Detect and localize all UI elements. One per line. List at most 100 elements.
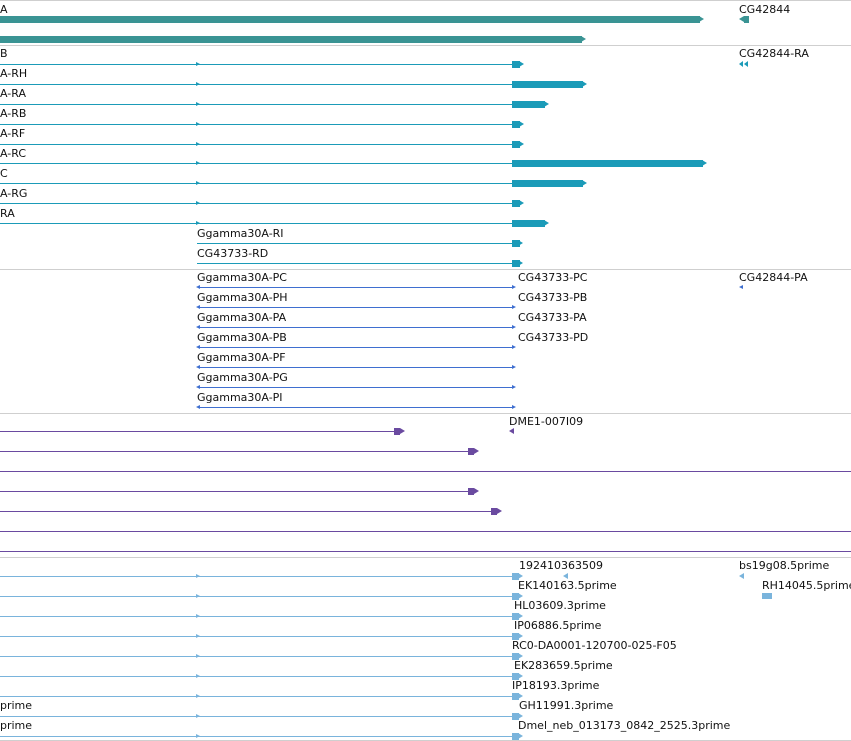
exon-block[interactable] (512, 81, 583, 88)
protein-label[interactable]: CG43733-PD (518, 331, 589, 344)
protein-label[interactable]: CG43733-PC (518, 271, 588, 284)
est-label[interactable]: 192410363509 (519, 559, 603, 572)
exon-block[interactable] (512, 260, 520, 267)
transcript-label[interactable]: C (0, 167, 8, 180)
cds-line[interactable] (198, 407, 512, 408)
exon-block[interactable] (512, 180, 583, 187)
intron-line[interactable] (0, 84, 512, 85)
cds-line[interactable] (198, 287, 512, 288)
exon-block[interactable] (512, 220, 545, 227)
cds-line[interactable] (198, 387, 512, 388)
est-label[interactable]: RH14045.5prime (762, 579, 851, 592)
est-block[interactable] (512, 593, 519, 600)
exon-block[interactable] (512, 240, 520, 247)
exon-block[interactable] (512, 160, 703, 167)
est-label[interactable]: IP06886.5prime (514, 619, 602, 632)
transcript-label[interactable]: Ggamma30A-RI (197, 227, 284, 240)
gene-label[interactable]: CG42844 (739, 3, 791, 16)
intron-line[interactable] (0, 64, 512, 65)
cds-line[interactable] (198, 367, 512, 368)
est-label[interactable]: RC0-DA0001-120700-025-F05 (512, 639, 677, 652)
gene-bar[interactable] (0, 36, 582, 43)
est-block[interactable] (512, 633, 519, 640)
protein-label[interactable]: Ggamma30A-PA (197, 311, 287, 324)
est-label[interactable]: GH11991.3prime (519, 699, 614, 712)
intron-line[interactable] (0, 104, 512, 105)
protein-label[interactable]: Ggamma30A-PH (197, 291, 288, 304)
est-block[interactable] (512, 733, 519, 740)
exon-block[interactable] (512, 61, 520, 68)
exon-block[interactable] (512, 121, 520, 128)
est-label[interactable]: prime (0, 719, 33, 732)
protein-label[interactable]: Ggamma30A-PC (197, 271, 287, 284)
protein-label[interactable]: CG43733-PA (518, 311, 587, 324)
intron-line[interactable] (0, 223, 512, 224)
clone-end[interactable] (491, 508, 497, 515)
transcript-label[interactable]: RA (0, 207, 15, 220)
transcript-label[interactable]: A-RB (0, 107, 27, 120)
est-line[interactable] (0, 636, 512, 637)
exon-block[interactable] (512, 141, 520, 148)
protein-label[interactable]: Ggamma30A-PB (197, 331, 287, 344)
transcript-label[interactable]: B (0, 47, 8, 60)
est-block[interactable] (512, 653, 519, 660)
est-block[interactable] (512, 693, 519, 700)
est-line[interactable] (0, 656, 512, 657)
transcript-label[interactable]: CG42844-RA (739, 47, 809, 60)
transcript-label[interactable]: A-RF (0, 127, 26, 140)
protein-label[interactable]: CG43733-PB (518, 291, 588, 304)
protein-label[interactable]: Ggamma30A-PF (197, 351, 286, 364)
intron-line[interactable] (197, 243, 512, 244)
est-label[interactable]: bs19g08.5prime (739, 559, 830, 572)
gene-bar[interactable] (744, 16, 749, 23)
protein-label[interactable]: Ggamma30A-PI (197, 391, 283, 404)
est-block[interactable] (512, 613, 519, 620)
clone-line[interactable] (0, 431, 400, 432)
est-line[interactable] (0, 716, 512, 717)
est-label[interactable]: EK140163.5prime (518, 579, 617, 592)
clone-end[interactable] (468, 488, 474, 495)
transcript-label[interactable]: A-RG (0, 187, 28, 200)
intron-line[interactable] (0, 203, 512, 204)
est-block[interactable] (512, 713, 519, 720)
cds-line[interactable] (198, 327, 512, 328)
transcript-label[interactable]: A-RC (0, 147, 27, 160)
est-block[interactable] (762, 593, 772, 599)
est-label[interactable]: EK283659.5prime (514, 659, 613, 672)
est-line[interactable] (0, 596, 512, 597)
clone-label[interactable]: DME1-007I09 (509, 415, 584, 428)
est-block[interactable] (512, 573, 519, 580)
est-line[interactable] (0, 576, 512, 577)
clone-line[interactable] (0, 471, 851, 472)
gene-bar[interactable] (0, 16, 700, 23)
gene-label[interactable]: A (0, 3, 8, 16)
clone-line[interactable] (0, 491, 474, 492)
est-line[interactable] (0, 736, 512, 737)
est-line[interactable] (0, 696, 512, 697)
clone-line[interactable] (0, 551, 851, 552)
transcript-label[interactable]: A-RA (0, 87, 26, 100)
exon-block[interactable] (512, 200, 520, 207)
intron-line[interactable] (0, 124, 512, 125)
est-label[interactable]: Dmel_neb_013173_0842_2525.3prime (518, 719, 731, 732)
intron-line[interactable] (197, 263, 512, 264)
intron-line[interactable] (0, 183, 512, 184)
cds-line[interactable] (198, 347, 512, 348)
est-label[interactable]: prime (0, 699, 33, 712)
est-line[interactable] (0, 616, 512, 617)
cds-line[interactable] (198, 307, 512, 308)
clone-end[interactable] (468, 448, 474, 455)
est-label[interactable]: HL03609.3prime (514, 599, 606, 612)
clone-line[interactable] (0, 531, 851, 532)
protein-label[interactable]: Ggamma30A-PG (197, 371, 288, 384)
clone-line[interactable] (0, 451, 474, 452)
clone-line[interactable] (0, 511, 497, 512)
transcript-label[interactable]: A-RH (0, 67, 28, 80)
intron-line[interactable] (0, 163, 512, 164)
est-block[interactable] (512, 673, 519, 680)
exon-block[interactable] (512, 101, 545, 108)
protein-label[interactable]: CG42844-PA (739, 271, 808, 284)
intron-line[interactable] (0, 144, 512, 145)
transcript-label[interactable]: CG43733-RD (197, 247, 269, 260)
est-label[interactable]: IP18193.3prime (512, 679, 600, 692)
